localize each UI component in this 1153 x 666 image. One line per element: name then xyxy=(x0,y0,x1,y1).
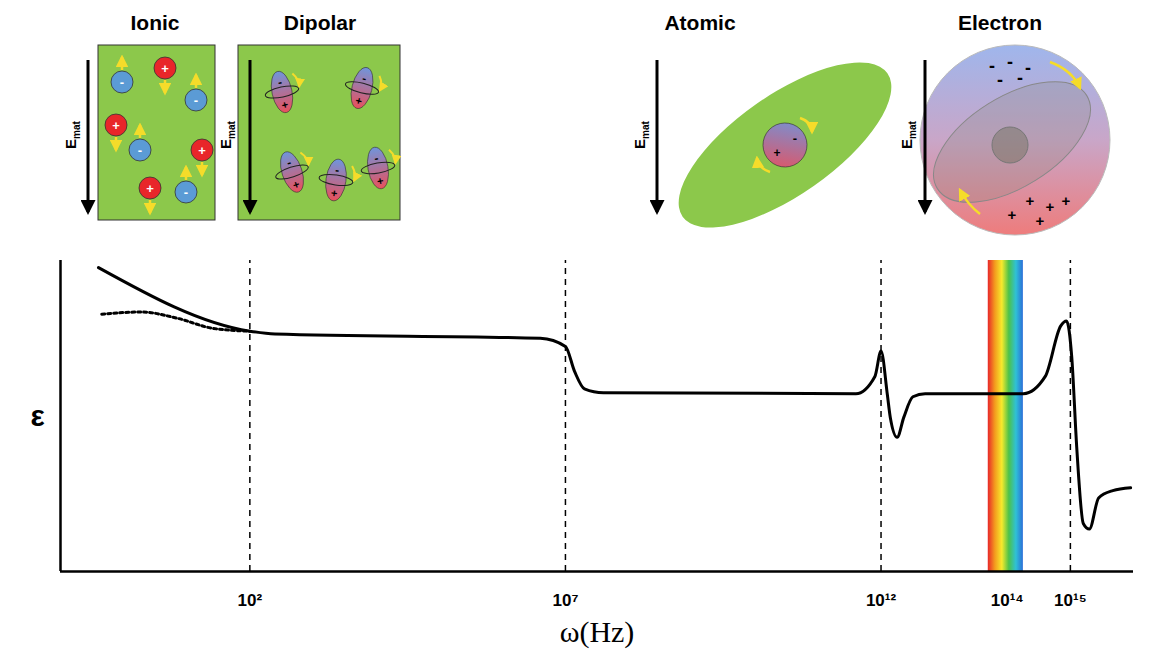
svg-text:Ionic: Ionic xyxy=(130,11,179,34)
svg-text:Dipolar: Dipolar xyxy=(284,11,356,34)
svg-text:-: - xyxy=(997,70,1003,90)
svg-text:Electron: Electron xyxy=(958,11,1042,34)
svg-text:Emat: Emat xyxy=(62,120,82,148)
svg-text:-: - xyxy=(1007,52,1013,72)
svg-text:Emat: Emat xyxy=(217,120,237,148)
svg-text:-: - xyxy=(120,75,124,90)
svg-text:-: - xyxy=(989,56,995,76)
svg-text:10²: 10² xyxy=(238,591,263,610)
svg-text:+: + xyxy=(376,174,384,187)
svg-text:-: - xyxy=(277,75,284,90)
svg-text:10¹⁵: 10¹⁵ xyxy=(1054,591,1087,610)
svg-text:10¹²: 10¹² xyxy=(866,591,897,610)
svg-text:+: + xyxy=(1062,192,1071,209)
svg-text:+: + xyxy=(161,61,169,76)
svg-text:+: + xyxy=(291,178,301,191)
svg-text:-: - xyxy=(138,143,142,158)
svg-text:10⁷: 10⁷ xyxy=(552,591,578,610)
svg-text:+: + xyxy=(330,186,338,199)
svg-text:Emat: Emat xyxy=(631,120,651,148)
svg-text:-: - xyxy=(361,71,368,86)
svg-text:-: - xyxy=(184,185,188,200)
svg-text:ε: ε xyxy=(31,399,45,432)
svg-text:+: + xyxy=(146,181,154,196)
svg-text:+: + xyxy=(773,146,780,160)
svg-text:-: - xyxy=(1025,58,1031,78)
svg-text:+: + xyxy=(1008,206,1017,223)
svg-text:+: + xyxy=(280,98,289,111)
svg-text:ω(Hz): ω(Hz) xyxy=(560,615,635,649)
svg-text:+: + xyxy=(1026,192,1035,209)
svg-text:+: + xyxy=(1046,198,1055,215)
svg-text:-: - xyxy=(334,163,340,177)
svg-text:-: - xyxy=(373,151,379,165)
svg-text:+: + xyxy=(112,118,120,133)
svg-text:10¹⁴: 10¹⁴ xyxy=(991,591,1024,610)
svg-text:+: + xyxy=(1036,212,1045,229)
svg-text:Atomic: Atomic xyxy=(664,11,735,34)
svg-text:Emat: Emat xyxy=(898,120,918,148)
svg-text:-: - xyxy=(285,155,293,170)
svg-text:-: - xyxy=(194,93,198,108)
svg-text:-: - xyxy=(1017,68,1023,88)
svg-text:-: - xyxy=(793,131,797,146)
svg-text:+: + xyxy=(198,143,206,158)
svg-text:+: + xyxy=(354,94,363,107)
